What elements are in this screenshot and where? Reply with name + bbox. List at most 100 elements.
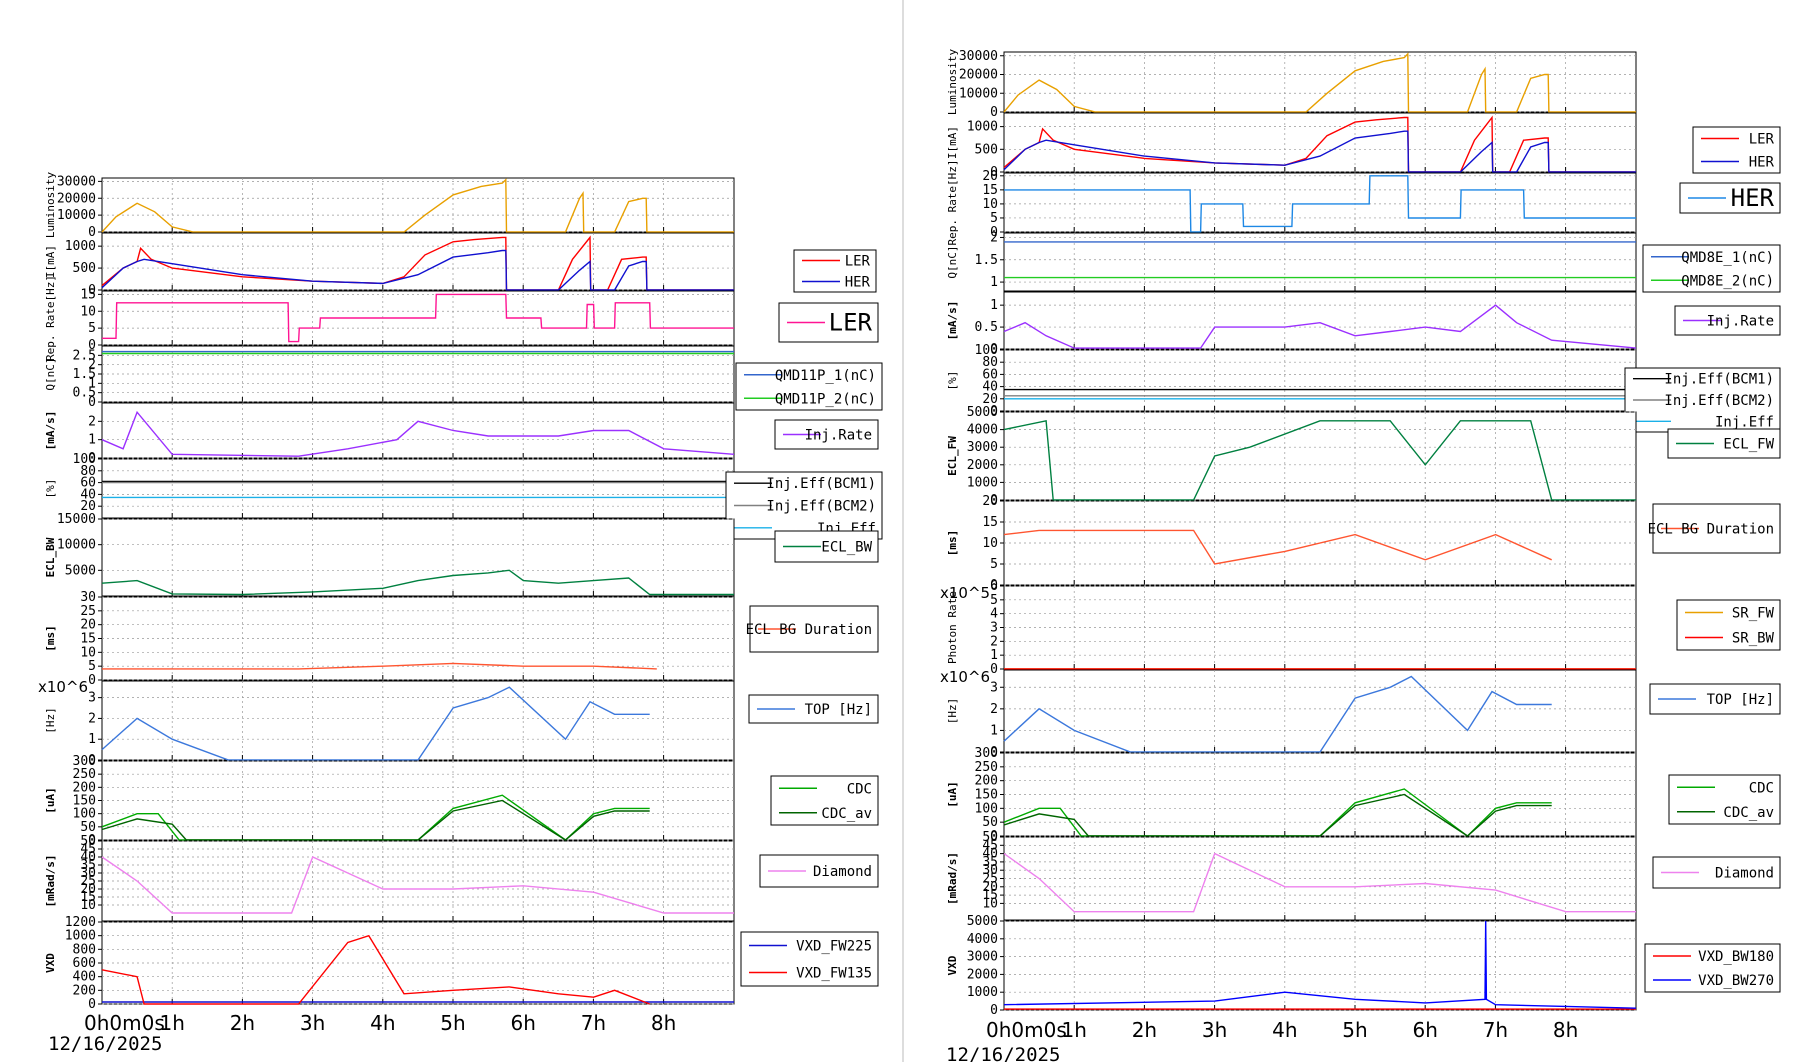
y-tick-label: 400 (73, 970, 96, 985)
y-axis-multiplier: x10^6 (38, 678, 88, 696)
row-ecl-fw: 0 1000 2000 3000 4000 5000 ECL_FW ECL_FW (946, 405, 1781, 508)
y-axis-label: Rep. Rate[Hz] (946, 159, 959, 245)
y-axis-label: [mRad/s] (946, 852, 959, 905)
legend-box (1692, 126, 1781, 174)
legend-vxd: VXD_BW180 VXD_BW270 (1644, 943, 1781, 993)
y-tick-label: 5000 (967, 405, 998, 420)
row-ma-s: 0 0.5 1 [mA/s] Inj.Rate (946, 291, 1781, 357)
y-tick-label: 300 (73, 754, 96, 769)
plot-frame (1003, 172, 1637, 233)
y-tick-label: 80 (982, 355, 998, 370)
y-tick-label: 150 (975, 788, 998, 803)
y-tick-label: 2 (990, 230, 998, 245)
time-tick-label: 6h (1412, 1018, 1437, 1042)
y-tick-label: 100 (975, 801, 998, 816)
y-tick-label: 0 (88, 673, 96, 688)
y-tick-label: 40 (982, 847, 998, 862)
series-line-her (101, 249, 734, 291)
y-tick-label: 35 (982, 855, 998, 870)
y-tick-label: 10000 (57, 538, 96, 553)
y-tick-label: 30000 (959, 49, 998, 64)
y-tick-label: 0 (88, 338, 96, 353)
y-tick-label: 0 (990, 225, 998, 240)
y-tick-label: 50 (982, 815, 998, 830)
y-tick-label: 30 (982, 863, 998, 878)
y-tick-label: 0.5 (73, 386, 96, 401)
series-line-luminosity (1003, 52, 1636, 113)
y-tick-label: 1 (88, 376, 96, 391)
legend-label: CDC_av (1723, 805, 1774, 821)
y-tick-label: 80 (80, 464, 96, 479)
legend-i-ma: LER HER (793, 249, 877, 293)
time-tick-label: 7h (1483, 1018, 1508, 1042)
y-tick-label: 15 (80, 890, 96, 905)
legend-label: SR_BW (1732, 631, 1775, 647)
legend-label: ECL BG Duration (746, 622, 872, 638)
legend-: Inj.Eff(BCM1)Inj.Eff(BCM2)Inj.Eff (725, 471, 883, 540)
legend-box (735, 362, 883, 411)
plot-frame (101, 402, 735, 459)
y-tick-label: 25 (80, 874, 96, 889)
y-tick-label: 30 (80, 866, 96, 881)
y-tick-label: 5 (990, 211, 998, 226)
legend-label: Inj.Rate (1707, 314, 1774, 330)
y-tick-label: 50 (982, 830, 998, 845)
legend-label: HER (845, 275, 871, 291)
plot-frame (101, 458, 735, 519)
time-tick-label: 8h (1553, 1018, 1578, 1042)
legend-label: ECL BG Duration (1648, 522, 1774, 538)
y-tick-label: 4000 (967, 423, 998, 438)
series-line-her (1004, 175, 1636, 233)
time-tick-label: 8h (651, 1011, 676, 1035)
row-ma-s: 0 1 2 [mA/s] Inj.Rate (44, 402, 879, 466)
y-tick-label: 25 (982, 872, 998, 887)
y-axis-label: Photon Rate (946, 591, 959, 664)
y-tick-label: 2.5 (73, 348, 96, 363)
y-tick-label: 0.5 (975, 320, 998, 335)
y-tick-label: 200 (975, 774, 998, 789)
legend-ua: CDC CDC_av (1668, 774, 1781, 825)
y-axis-multiplier: x10^5 (940, 584, 990, 602)
series-line-top-hz (101, 686, 650, 761)
legend-hz: TOP [Hz] (1649, 683, 1781, 715)
y-tick-label: 150 (73, 794, 96, 809)
y-tick-label: 35 (80, 858, 96, 873)
y-tick-label: 3 (990, 680, 998, 695)
legend-ma-s: Inj.Rate (1674, 305, 1781, 336)
y-tick-label: 50 (80, 834, 96, 849)
y-axis-label: [ms] (946, 530, 959, 557)
y-tick-label: 1000 (967, 120, 998, 135)
time-tick-label: 3h (1202, 1018, 1227, 1042)
y-tick-label: 15 (982, 183, 998, 198)
plot-frame (1003, 669, 1637, 753)
legend-label: Diamond (1715, 866, 1774, 882)
legend-ua: CDC CDC_av (770, 775, 879, 826)
plot-frame (101, 177, 735, 233)
series-line-vxd-bw270 (1003, 920, 1637, 1009)
legend-label: CDC_av (821, 806, 872, 822)
series-line-ecl-fw (1003, 419, 1636, 501)
y-axis-label: Luminosity (44, 172, 57, 239)
plot-frame (1003, 232, 1637, 292)
y-axis-label: [Hz] (44, 707, 57, 734)
y-axis-label: Luminosity (946, 49, 959, 116)
time-tick-label: 0h0m0s (84, 1011, 165, 1035)
time-tick-label: 5h (440, 1011, 465, 1035)
y-tick-label: 30 (80, 590, 96, 605)
y-tick-label: 15 (80, 287, 96, 302)
legend-rep-rate-hz: LER (778, 302, 879, 343)
y-axis-label: Q[nC] (946, 245, 959, 278)
legend-label: Inj.Eff(BCM2) (1664, 393, 1774, 409)
plot-frame (1003, 291, 1637, 350)
legend-i-ma: LER HER (1692, 126, 1781, 174)
y-tick-label: 1000 (65, 239, 96, 254)
y-tick-label: 500 (73, 261, 96, 276)
y-tick-label: 5 (990, 593, 998, 608)
y-tick-label: 0 (990, 662, 998, 677)
legend-box (770, 775, 879, 826)
y-axis-label: [mA/s] (44, 411, 57, 451)
